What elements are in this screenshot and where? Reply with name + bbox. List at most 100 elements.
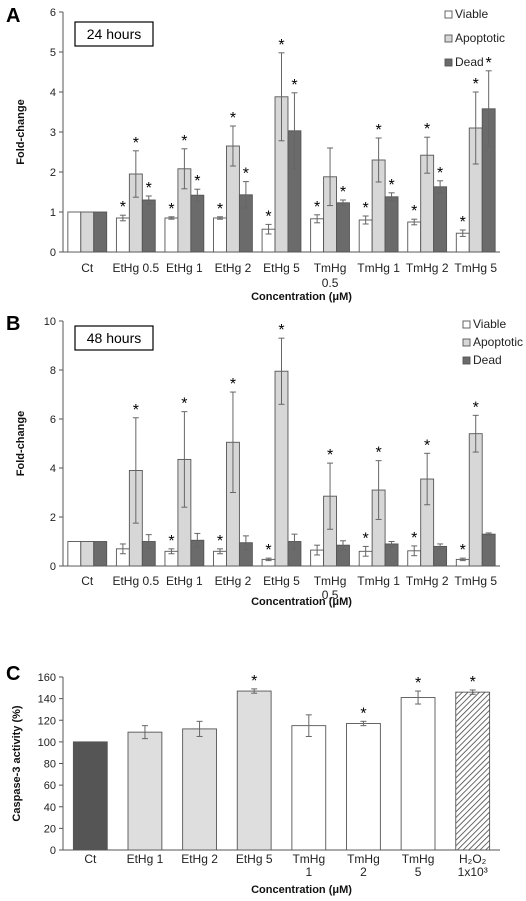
significance-star: *: [473, 399, 479, 416]
y-tick-label: 60: [44, 780, 56, 792]
legend-swatch-apoptotic: [444, 34, 453, 43]
y-tick-label: 5: [50, 47, 56, 59]
y-tick-label: 4: [50, 87, 56, 99]
legend-label-viable: Viable: [473, 317, 506, 331]
legend: Viable Apoptotic Dead: [462, 317, 523, 367]
significance-star: *: [278, 322, 284, 339]
x-category-label: TmHg: [347, 852, 380, 866]
y-axis-title: Fold-change: [15, 411, 27, 476]
x-category-label: EtHg 5: [263, 261, 300, 275]
significance-star: *: [363, 200, 369, 217]
bar: [400, 697, 436, 851]
x-category-label: 1: [305, 865, 312, 879]
significance-star: *: [375, 122, 381, 139]
y-tick-label: 120: [38, 715, 56, 727]
bar-dead: [481, 533, 496, 567]
x-category-label: Ct: [81, 261, 94, 275]
x-category-label: EtHg 5: [236, 852, 273, 866]
significance-star: *: [217, 533, 223, 550]
significance-star: *: [133, 135, 139, 152]
significance-star: *: [194, 173, 200, 190]
legend: Viable Apoptotic Dead: [444, 7, 505, 69]
bar-apoptotic: [80, 211, 95, 253]
significance-star: *: [388, 177, 394, 194]
time-label: 48 hours: [87, 330, 141, 346]
x-category-label: 5: [415, 865, 422, 879]
bar-viable: [213, 217, 227, 253]
bar-viable: [407, 221, 422, 253]
significance-star: *: [424, 121, 430, 138]
x-category-label: EtHg 0.5: [112, 574, 159, 588]
x-category-label: 2: [360, 865, 367, 879]
x-category-label: 1x10³: [458, 865, 488, 879]
bar-dead: [336, 202, 350, 253]
bar: [236, 690, 272, 851]
y-axis-title: Caspase-3 activity (%): [11, 705, 23, 821]
bar-dead: [384, 196, 399, 253]
y-tick-label: 40: [44, 802, 56, 814]
significance-star: *: [243, 166, 249, 183]
legend-label-apoptotic: Apoptotic: [455, 31, 505, 45]
significance-star: *: [181, 396, 187, 413]
panel-letter: B: [6, 313, 20, 335]
significance-star: *: [424, 437, 430, 454]
bar-dead: [93, 541, 108, 567]
bar-viable: [67, 211, 82, 253]
bar-viable: [164, 217, 179, 253]
significance-star: *: [375, 445, 381, 462]
bar-viable: [115, 217, 130, 253]
significance-star: *: [363, 530, 369, 547]
legend-label-dead: Dead: [455, 55, 484, 69]
significance-star: *: [120, 199, 126, 216]
x-category-label: 0.5: [322, 588, 339, 602]
significance-star: *: [217, 201, 223, 218]
y-tick-label: 6: [50, 7, 56, 19]
legend-swatch-apoptotic: [462, 338, 471, 347]
y-tick-label: 0: [50, 845, 56, 857]
significance-star: *: [340, 184, 346, 201]
legend-swatch-dead: [444, 58, 453, 67]
bar-dead: [384, 543, 399, 567]
x-category-label: Ct: [81, 574, 94, 588]
significance-star: *: [360, 705, 366, 722]
significance-star: *: [411, 203, 417, 220]
y-tick-label: 0: [50, 247, 56, 259]
significance-star: *: [470, 674, 476, 691]
legend-label-viable: Viable: [455, 7, 488, 21]
y-tick-label: 100: [38, 737, 56, 749]
x-category-label: EtHg 1: [127, 852, 164, 866]
significance-star: *: [327, 447, 333, 464]
significance-star: *: [251, 673, 257, 690]
significance-star: *: [133, 402, 139, 419]
bar: [127, 731, 163, 851]
significance-star: *: [460, 214, 466, 231]
chart-panel-B: B 0 2 4 6 8 10 Fold-change Concentration (μM) 48 …: [6, 313, 523, 608]
x-axis-title: Concentration (μM): [251, 884, 352, 896]
bar-apoptotic: [468, 433, 483, 567]
x-category-label: TmHg 2: [406, 261, 449, 275]
significance-star: *: [168, 201, 174, 218]
significance-star: *: [411, 530, 417, 547]
y-tick-label: 1: [50, 207, 56, 219]
y-tick-label: 0: [50, 561, 56, 573]
bar: [291, 725, 327, 851]
x-category-label: Ct: [84, 852, 97, 866]
y-tick-label: 140: [38, 694, 56, 706]
legend-swatch-viable: [444, 10, 453, 19]
x-category-label: EtHg 1: [166, 574, 203, 588]
y-tick-label: 8: [50, 365, 56, 377]
significance-star: *: [437, 165, 443, 182]
y-tick-label: 80: [44, 759, 56, 771]
significance-star: *: [181, 133, 187, 150]
y-tick-label: 20: [44, 823, 56, 835]
bar-dead: [141, 199, 156, 253]
x-category-label: EtHg 2: [215, 261, 252, 275]
significance-star: *: [460, 542, 466, 559]
chart-panel-C: C 0 20 40 60 80 100 120 140 160 Caspase-3 activity…: [6, 663, 500, 896]
bar: [182, 728, 217, 851]
x-category-label: 0.5: [322, 276, 339, 290]
significance-star: *: [230, 110, 236, 127]
legend-label-apoptotic: Apoptotic: [473, 335, 523, 349]
significance-star: *: [473, 76, 479, 93]
